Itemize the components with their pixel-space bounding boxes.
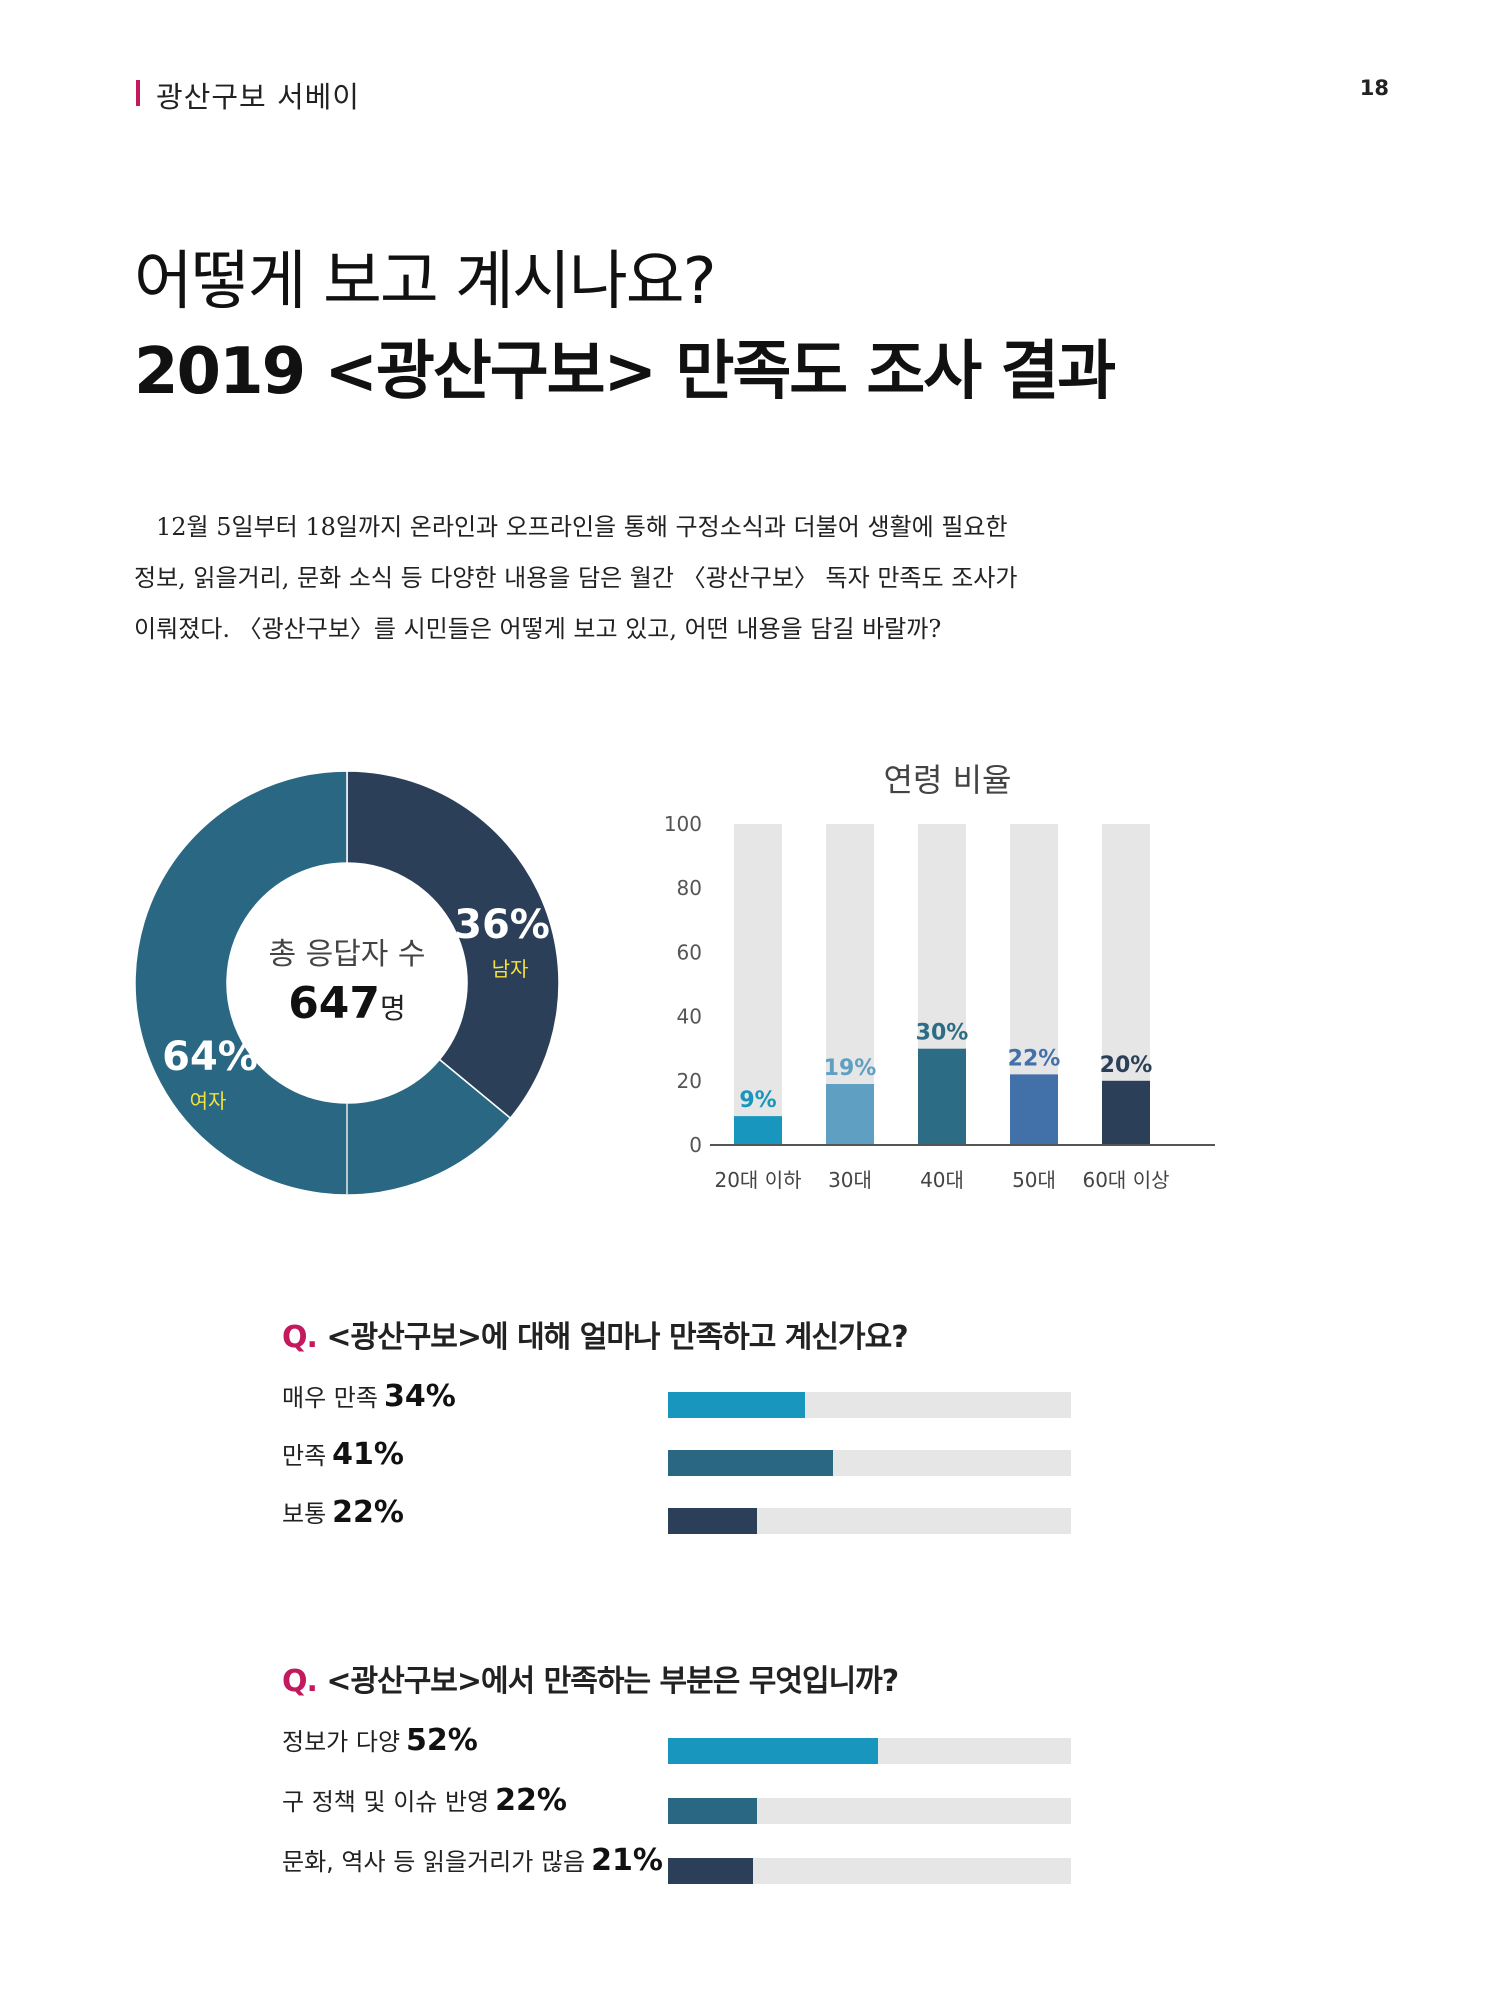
y-tick-label: 40 [677, 1005, 702, 1029]
answer-text: 문화, 역사 등 읽을거리가 많음 [282, 1848, 586, 1876]
question-1-title: Q. <광산구보>에 대해 얼마나 만족하고 계신가요? [282, 1312, 909, 1356]
answer-bar-track [668, 1798, 1071, 1824]
question-2-title: Q. <광산구보>에서 만족하는 부분은 무엇입니까? [282, 1656, 899, 1700]
answer-label: 보통 22% [282, 1494, 404, 1530]
answer-label: 정보가 다양 52% [282, 1722, 478, 1758]
page-title-line2: 2019 <광산구보> 만족도 조사 결과 [134, 335, 1116, 409]
page-title-line1: 어떻게 보고 계시나요? [134, 245, 717, 319]
answer-label: 매우 만족 34% [282, 1378, 456, 1414]
gender-donut-chart: 총 응답자 수 647명 36% 남자 64% 여자 [134, 770, 560, 1196]
bar [734, 1116, 782, 1145]
donut-total: 647명 [288, 978, 406, 1029]
answer-text: 정보가 다양 [282, 1728, 401, 1756]
answer-label: 문화, 역사 등 읽을거리가 많음 21% [282, 1842, 663, 1878]
age-chart-title: 연령 비율 [883, 761, 1012, 799]
age-bar-chart: 0 20 40 60 80 100 9% 20대 이하 19% 30대 30% 40대 22% 50대 20… [664, 812, 1215, 1192]
answer-text: 보통 [282, 1500, 327, 1528]
answer-label: 구 정책 및 이슈 반영 22% [282, 1782, 567, 1818]
donut-slice-female [134, 770, 512, 1196]
answer-percent: 22% [495, 1783, 567, 1818]
x-tick-label: 20대 이하 [714, 1168, 801, 1192]
page-number: 18 [1359, 76, 1389, 100]
male-label: 남자 [492, 957, 529, 981]
y-tick-label: 80 [677, 876, 702, 900]
answer-bar-fill [668, 1392, 806, 1418]
answer-percent: 21% [591, 1843, 663, 1878]
intro-line: 정보, 읽을거리, 문화 소식 등 다양한 내용을 담은 월간 〈광산구보〉 독… [134, 564, 1018, 592]
bar-value-label: 9% [739, 1088, 776, 1113]
female-percent-label: 64% [162, 1034, 258, 1080]
y-tick-label: 100 [664, 812, 702, 836]
bar-value-label: 19% [824, 1056, 877, 1081]
answer-label: 만족 41% [282, 1436, 404, 1472]
bar-value-label: 22% [1008, 1046, 1061, 1071]
x-tick-label: 40대 [920, 1168, 964, 1192]
section-marker [136, 80, 140, 106]
answer-bar-fill [668, 1738, 878, 1764]
intro-line: 12월 5일부터 18일까지 온라인과 오프라인을 통해 구정소식과 더불어 생… [156, 513, 1008, 541]
question-mark: Q. [282, 1664, 318, 1699]
answer-percent: 22% [332, 1495, 404, 1530]
answer-bar-track [668, 1508, 1071, 1534]
answer-bar-track [668, 1858, 1071, 1884]
female-label: 여자 [190, 1089, 227, 1113]
bar [1102, 1080, 1150, 1145]
bar-track [734, 824, 782, 1145]
x-tick-label: 60대 이상 [1082, 1168, 1169, 1192]
y-tick-label: 60 [677, 940, 702, 964]
bar [1010, 1074, 1058, 1145]
x-tick-label: 30대 [828, 1168, 872, 1192]
answer-bar-fill [668, 1508, 757, 1534]
section-title: 광산구보 서베이 [156, 80, 360, 114]
question-text: <광산구보>에서 만족하는 부분은 무엇입니까? [326, 1664, 899, 1699]
answer-percent: 34% [383, 1379, 456, 1414]
question-mark: Q. [282, 1320, 318, 1355]
donut-slice-male [346, 770, 560, 1120]
answer-bar-fill [668, 1798, 757, 1824]
intro-paragraph: 12월 5일부터 18일까지 온라인과 오프라인을 통해 구정소식과 더불어 생… [134, 502, 1094, 655]
x-tick-label: 50대 [1012, 1168, 1056, 1192]
answer-percent: 41% [332, 1437, 404, 1472]
bar-value-label: 30% [916, 1021, 969, 1046]
answer-bar-track [668, 1738, 1071, 1764]
male-percent-label: 36% [454, 902, 550, 948]
answer-text: 만족 [282, 1442, 327, 1470]
question-text: <광산구보>에 대해 얼마나 만족하고 계신가요? [326, 1320, 908, 1355]
bar [826, 1084, 874, 1145]
answer-bar-fill [668, 1858, 753, 1884]
answer-bar-fill [668, 1450, 834, 1476]
donut-center-label: 총 응답자 수 [268, 937, 425, 972]
answer-percent: 52% [406, 1723, 478, 1758]
y-tick-label: 0 [689, 1133, 702, 1157]
answer-text: 매우 만족 [282, 1384, 378, 1412]
answer-text: 구 정책 및 이슈 반영 [282, 1788, 490, 1816]
y-tick-label: 20 [677, 1069, 702, 1093]
bar [918, 1048, 966, 1145]
answer-bar-track [668, 1450, 1071, 1476]
bar-value-label: 20% [1100, 1053, 1153, 1078]
intro-line: 이뤄졌다. 〈광산구보〉를 시민들은 어떻게 보고 있고, 어떤 내용을 담길 … [134, 615, 942, 643]
answer-bar-track [668, 1392, 1071, 1418]
